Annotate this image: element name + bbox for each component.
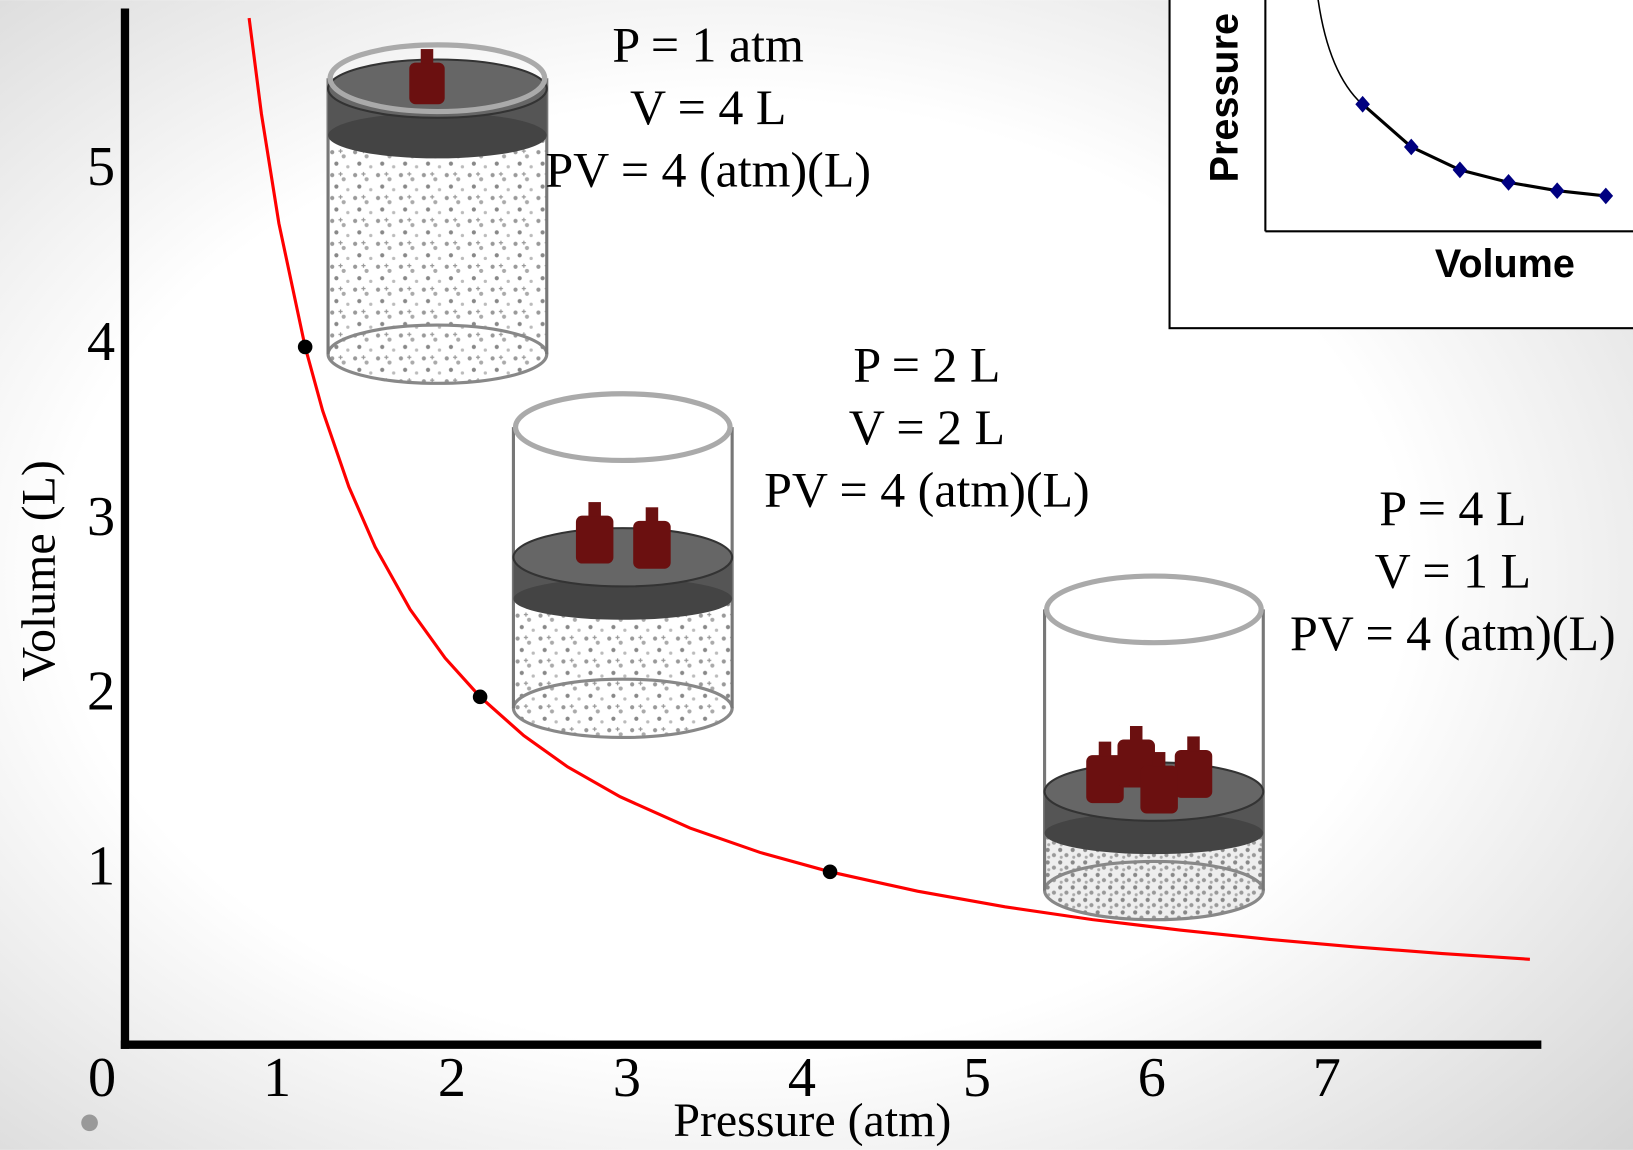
y-axis-title: Volume (L) [13, 460, 66, 681]
y-tick-label: 5 [87, 136, 115, 198]
y-tick-label: 2 [87, 661, 115, 723]
chart: Pressure (atm) Volume (L) Volume Pressur… [0, 0, 1633, 1150]
annotation: V = 1 L [1375, 543, 1531, 599]
inset-x-title: Volume [1435, 242, 1575, 286]
annotation: V = 2 L [849, 399, 1005, 455]
annotation: PV = 4 (atm)(L) [764, 461, 1090, 517]
x-tick-label: 6 [1138, 1047, 1166, 1109]
annotation: V = 4 L [630, 79, 786, 135]
y-tick-label: 3 [87, 486, 115, 548]
y-tick-label: 4 [87, 311, 115, 373]
inset-y-title: Pressure [1202, 13, 1246, 182]
y-tick-label: 1 [87, 836, 115, 898]
x-tick-label: 3 [613, 1047, 641, 1109]
x-tick-label: 1 [263, 1047, 291, 1109]
page: {"chart_data": [ {"type": "line", "x_lab… [0, 0, 1633, 1150]
data-point [473, 690, 488, 705]
x-tick-label: 0 [88, 1047, 116, 1109]
x-tick-label: 5 [963, 1047, 991, 1109]
annotation: P = 1 atm [612, 17, 804, 73]
bullet-dot [81, 1114, 98, 1131]
x-tick-label: 4 [788, 1047, 816, 1109]
data-point [823, 865, 838, 880]
x-tick-label: 7 [1313, 1047, 1341, 1109]
annotation: PV = 4 (atm)(L) [545, 142, 871, 198]
data-point [298, 340, 313, 355]
annotation: P = 4 L [1379, 480, 1526, 536]
x-tick-label: 2 [438, 1047, 466, 1109]
cylinder [328, 45, 547, 383]
annotation: PV = 4 (atm)(L) [1290, 605, 1616, 661]
annotation: P = 2 L [853, 336, 1000, 392]
